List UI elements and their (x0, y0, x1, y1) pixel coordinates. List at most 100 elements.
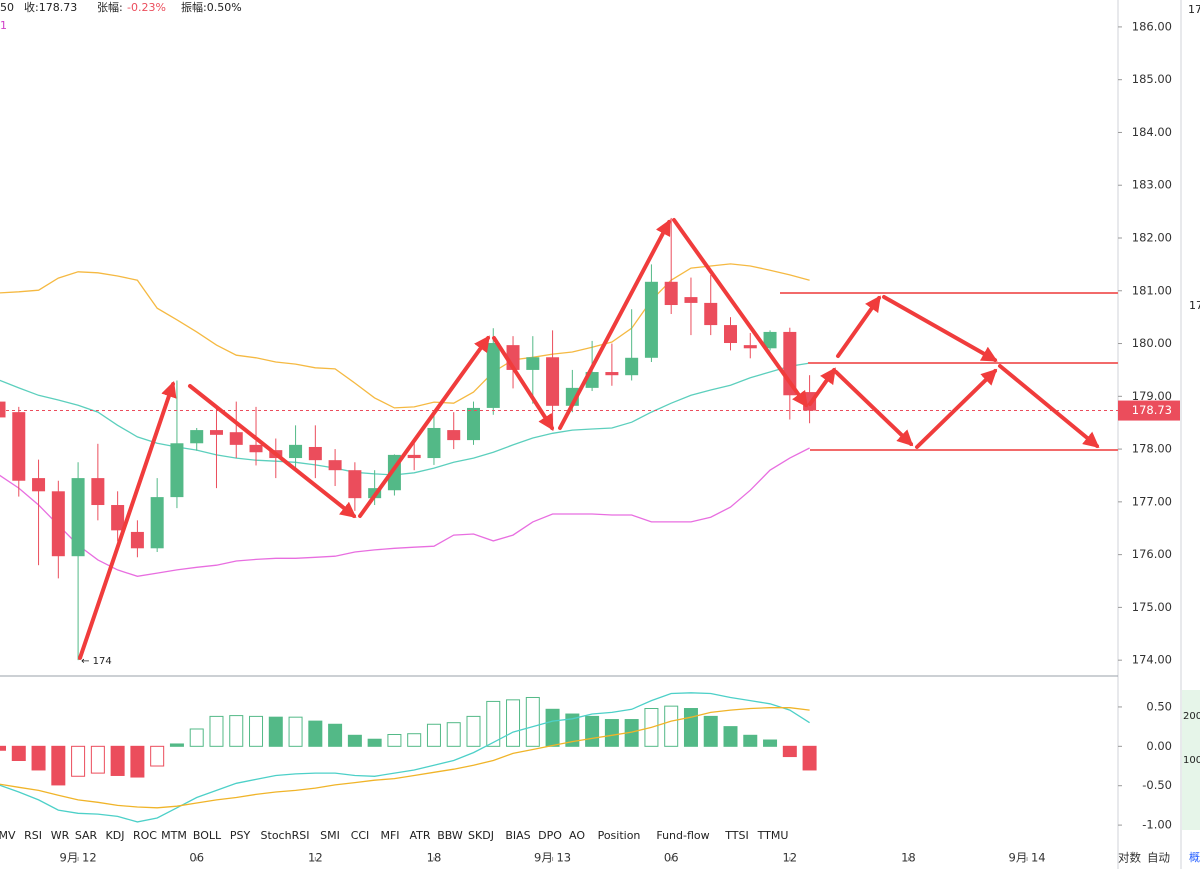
indicator-tab[interactable]: BOLL (193, 829, 222, 842)
indicator-tab[interactable]: PSY (230, 829, 251, 842)
indicator-tab[interactable]: StochRSI (261, 829, 310, 842)
y-tick-label: 183.00 (1132, 178, 1172, 192)
histogram-bar (367, 738, 382, 747)
indicator-tab[interactable]: ROC (133, 829, 157, 842)
indicator-tab[interactable]: MV (0, 829, 16, 842)
histogram-bar (130, 745, 145, 778)
indicator-tab[interactable]: Fund-flow (656, 829, 709, 842)
header-change-label: 张幅: (97, 1, 123, 14)
indicator-tab[interactable]: TTMU (757, 829, 789, 842)
indicator-line (0, 447, 810, 577)
side-text: 17 (1188, 3, 1200, 16)
indicator-tab[interactable]: DPO (538, 829, 562, 842)
histogram-bar (387, 734, 402, 747)
y-tick-label: 180.00 (1132, 336, 1172, 350)
histogram-bar (525, 696, 540, 747)
histogram-bar (90, 745, 105, 774)
indicator-tab[interactable]: CCI (351, 829, 370, 842)
candle-body (12, 412, 26, 481)
indicator-line (0, 707, 810, 809)
indicator-tab[interactable]: WR (51, 829, 70, 842)
candle-body (546, 357, 560, 406)
y-tick-label: 184.00 (1132, 125, 1172, 139)
arrow (672, 218, 808, 408)
candle-body (130, 531, 144, 549)
histogram-bar (683, 708, 698, 747)
arrow (358, 335, 490, 518)
auto-toggle[interactable]: 自动 (1147, 851, 1170, 865)
header-close: 收:178.73 (24, 0, 77, 14)
candle-body (407, 454, 421, 459)
histogram-bar (466, 715, 481, 747)
candle-body (348, 470, 362, 499)
last-price-box (1118, 400, 1180, 421)
candle-body (625, 357, 639, 376)
last-price-label: 178.73 (1132, 403, 1172, 417)
x-tick-label: 06 (664, 851, 679, 865)
side-text: 100 (1183, 755, 1200, 766)
candle-body (249, 444, 263, 453)
histogram-bar (268, 716, 283, 747)
candle-body (447, 430, 461, 441)
arrow (915, 368, 998, 449)
histogram-bar (446, 722, 461, 747)
candle-body (209, 430, 223, 435)
y-tick-label: 177.00 (1132, 494, 1172, 508)
histogram-bar (743, 734, 758, 747)
candle-body (763, 331, 777, 349)
annotation: ← 174 (81, 656, 112, 667)
histogram-bar (426, 723, 441, 747)
indicator-tab[interactable]: ATR (409, 829, 430, 842)
indicator-tab[interactable]: AO (569, 829, 585, 842)
histogram-bar (545, 708, 560, 747)
indicator-tab[interactable]: KDJ (106, 829, 125, 842)
candle-body (724, 325, 738, 344)
y-tick-label: 175.00 (1132, 600, 1172, 614)
arrow (78, 380, 177, 660)
x-tick-label: 18 (427, 851, 442, 865)
histogram-bar (229, 715, 244, 747)
log-toggle[interactable]: 对数 (1118, 851, 1141, 865)
y-tick-label: 178.00 (1132, 442, 1172, 456)
y-tick-label: 182.00 (1132, 230, 1172, 244)
candle-body (111, 505, 125, 531)
candle-body (32, 478, 46, 492)
side-text: 200 (1183, 711, 1200, 722)
histogram-bar (0, 745, 7, 751)
indicator-tab[interactable]: TTSI (724, 829, 748, 842)
arrow (882, 295, 998, 362)
candle-body (644, 281, 658, 358)
histogram-bar (288, 716, 303, 747)
indicator-line (0, 692, 810, 823)
indicator-tab[interactable]: MTM (161, 829, 187, 842)
y-tick-label: 0.00 (1146, 739, 1172, 753)
x-tick-label: 06 (189, 851, 204, 865)
arrow (834, 370, 914, 447)
arrow (492, 336, 554, 431)
x-tick-label: 9月 13 (534, 851, 571, 865)
indicator-tab[interactable]: SMI (320, 829, 340, 842)
histogram-bar (585, 715, 600, 747)
histogram-bar (703, 715, 718, 747)
side-text[interactable]: 概 (1189, 851, 1200, 864)
y-tick-label: -0.50 (1142, 778, 1172, 792)
candle-body (289, 444, 303, 459)
indicator-tab[interactable]: BIAS (505, 829, 530, 842)
indicator-tab[interactable]: RSI (24, 829, 42, 842)
histogram-bar (150, 745, 165, 767)
indicator-line (0, 263, 810, 409)
arrow (998, 364, 1100, 449)
indicator-tab[interactable]: Position (598, 829, 641, 842)
indicator-tab[interactable]: SAR (75, 829, 98, 842)
candle-body (427, 427, 441, 459)
candle-body (150, 497, 164, 549)
indicator-tab[interactable]: SKDJ (468, 829, 494, 842)
candle-body (743, 345, 757, 349)
y-tick-label: 186.00 (1132, 19, 1172, 33)
indicator-tab[interactable]: MFI (380, 829, 399, 842)
candle-body (486, 343, 500, 408)
candle-body (190, 430, 204, 444)
indicator-tab[interactable]: BBW (437, 829, 463, 842)
